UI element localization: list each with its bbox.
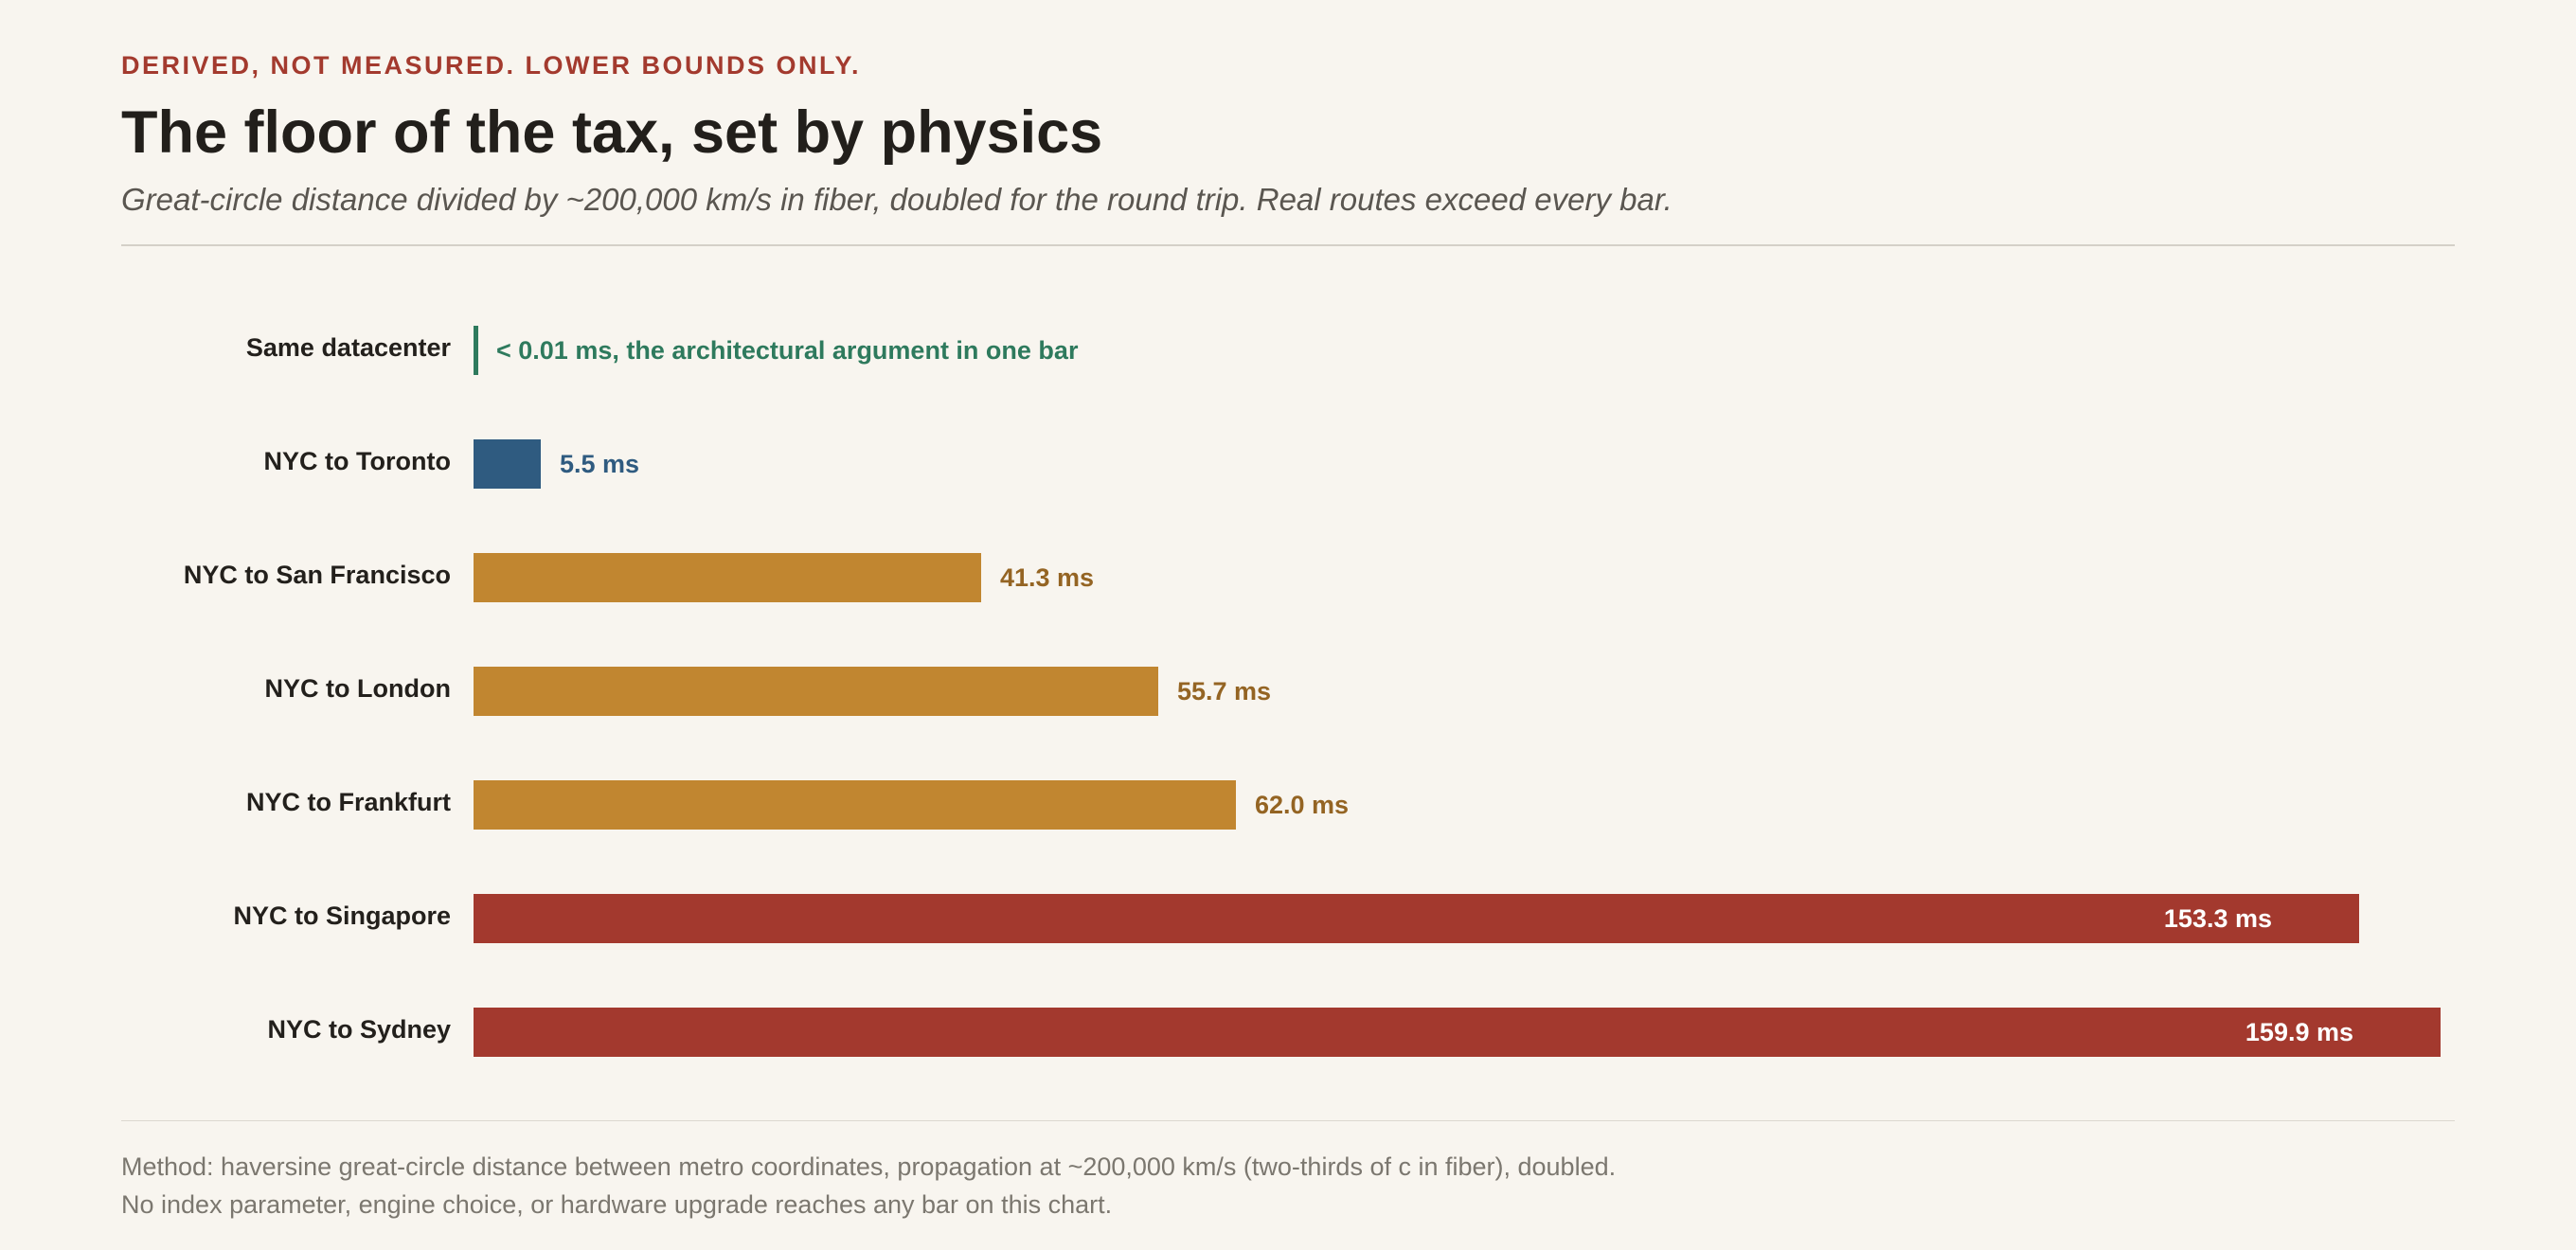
category-label: NYC to London <box>264 674 451 703</box>
bar <box>474 439 541 489</box>
category-label: NYC to Frankfurt <box>246 788 451 816</box>
value-label: 41.3 ms <box>1000 563 1095 592</box>
category-label: NYC to San Francisco <box>183 561 451 589</box>
bar <box>474 894 2359 943</box>
bar <box>474 326 478 375</box>
chart-subtitle: Great-circle distance divided by ~200,00… <box>121 182 1673 217</box>
bar <box>474 780 1236 830</box>
top-divider <box>121 244 2455 246</box>
value-label: 5.5 ms <box>560 450 640 478</box>
value-label: 153.3 ms <box>2163 904 2272 933</box>
value-label: 62.0 ms <box>1255 791 1350 819</box>
category-label: NYC to Sydney <box>267 1015 451 1044</box>
footnote-line-2: No index parameter, engine choice, or ha… <box>121 1190 1113 1219</box>
value-label: < 0.01 ms, the architectural argument in… <box>496 336 1079 365</box>
category-label: Same datacenter <box>245 333 451 362</box>
bar <box>474 667 1158 716</box>
footnote-line-1: Method: haversine great-circle distance … <box>121 1152 1617 1181</box>
eyebrow-note: DERIVED, NOT MEASURED. LOWER BOUNDS ONLY… <box>121 51 862 80</box>
chart-title: The floor of the tax, set by physics <box>121 99 1103 166</box>
latency-bar-chart: Same datacenter < 0.01 ms, the architectu… <box>121 284 2455 1098</box>
value-label: 159.9 ms <box>2245 1018 2353 1046</box>
category-label: NYC to Toronto <box>263 447 451 475</box>
bar <box>474 1008 2441 1057</box>
value-label: 55.7 ms <box>1177 677 1272 705</box>
category-label: NYC to Singapore <box>233 902 451 930</box>
bottom-divider <box>121 1120 2455 1121</box>
page: DERIVED, NOT MEASURED. LOWER BOUNDS ONLY… <box>121 0 2455 1250</box>
bar <box>474 553 981 602</box>
method-footnote: Method: haversine great-circle distance … <box>121 1148 1616 1223</box>
